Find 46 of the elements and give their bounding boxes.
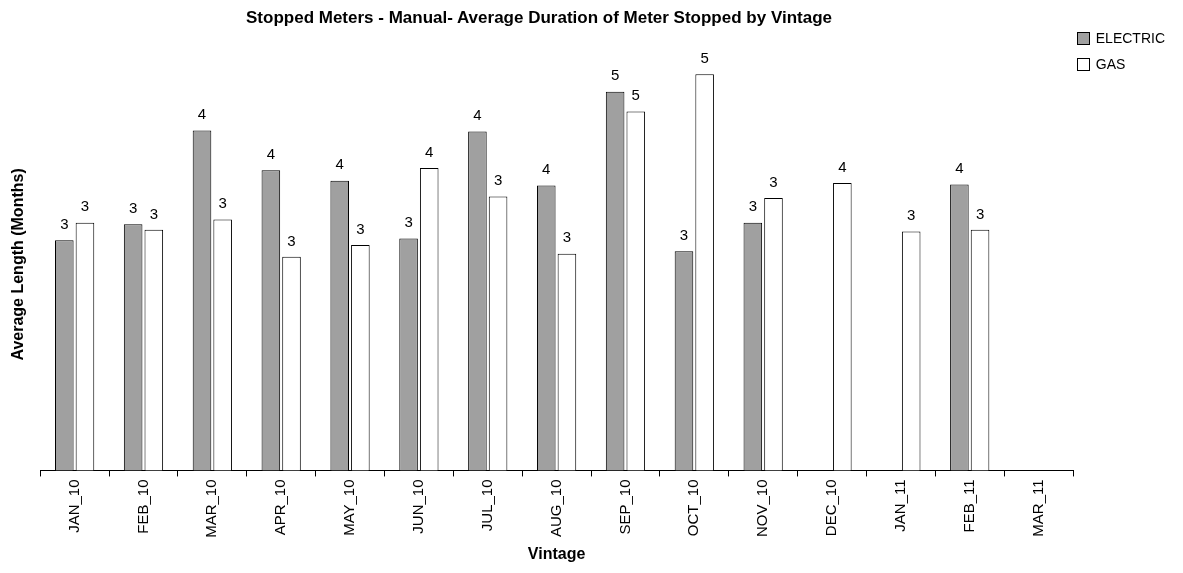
x-tick-label: SEP_10 xyxy=(615,479,633,535)
data-label: 3 xyxy=(80,197,90,215)
x-tick-label: JAN_10 xyxy=(64,479,82,533)
x-tick-label: OCT_10 xyxy=(684,479,702,537)
data-label: 3 xyxy=(218,194,227,212)
text: GAS xyxy=(1095,56,1126,72)
x-tick-label: MAY_10 xyxy=(340,479,358,536)
data-label: 4 xyxy=(425,142,434,160)
x-tick-label: DEC_10 xyxy=(822,479,840,537)
x-tick-label: MAR_11 xyxy=(1028,479,1046,537)
x-tick-label: JUL_10 xyxy=(477,479,495,532)
chart-title: Stopped Meters - Manual- Average Duration of Meter Stopped by Vintage xyxy=(246,7,832,27)
data-label: 3 xyxy=(128,198,138,216)
x-tick-label: JAN_11 xyxy=(891,479,909,532)
data-label: 4 xyxy=(266,144,276,162)
data-label: 4 xyxy=(473,106,482,124)
data-label: 4 xyxy=(542,160,551,178)
data-label: 4 xyxy=(955,159,964,177)
x-tick-label: FEB_11 xyxy=(959,479,977,533)
data-label: 3 xyxy=(493,171,503,189)
x-tick-label: JUN_10 xyxy=(409,479,427,534)
x-tick-label: MAR_10 xyxy=(202,479,220,538)
y-axis-title: Average Length (Months) xyxy=(9,168,27,361)
data-label: 3 xyxy=(287,231,296,249)
data-label: 3 xyxy=(60,214,69,232)
data-label: 3 xyxy=(748,197,757,215)
data-label: 3 xyxy=(769,172,778,190)
data-label: 3 xyxy=(149,204,158,222)
data-label: 4 xyxy=(838,157,847,175)
data-label: 3 xyxy=(562,228,572,246)
x-tick-label: FEB_10 xyxy=(133,479,151,534)
legend-label: ELECTRIC xyxy=(1095,30,1165,46)
data-label: 3 xyxy=(975,204,985,222)
data-label: 4 xyxy=(197,105,207,123)
data-label: 3 xyxy=(907,206,916,224)
data-label: 3 xyxy=(356,219,365,237)
x-axis-title: Vintage xyxy=(527,544,586,562)
x-tick-label: NOV_10 xyxy=(753,479,771,537)
data-label: 5 xyxy=(631,86,640,104)
x-tick-label: APR_10 xyxy=(271,479,289,536)
data-label: 5 xyxy=(610,66,620,84)
data-label: 4 xyxy=(335,155,344,173)
data-label: 5 xyxy=(700,48,709,66)
data-label: 3 xyxy=(404,213,413,231)
x-tick-label: AUG_10 xyxy=(546,479,564,537)
data-label: 3 xyxy=(679,225,689,243)
